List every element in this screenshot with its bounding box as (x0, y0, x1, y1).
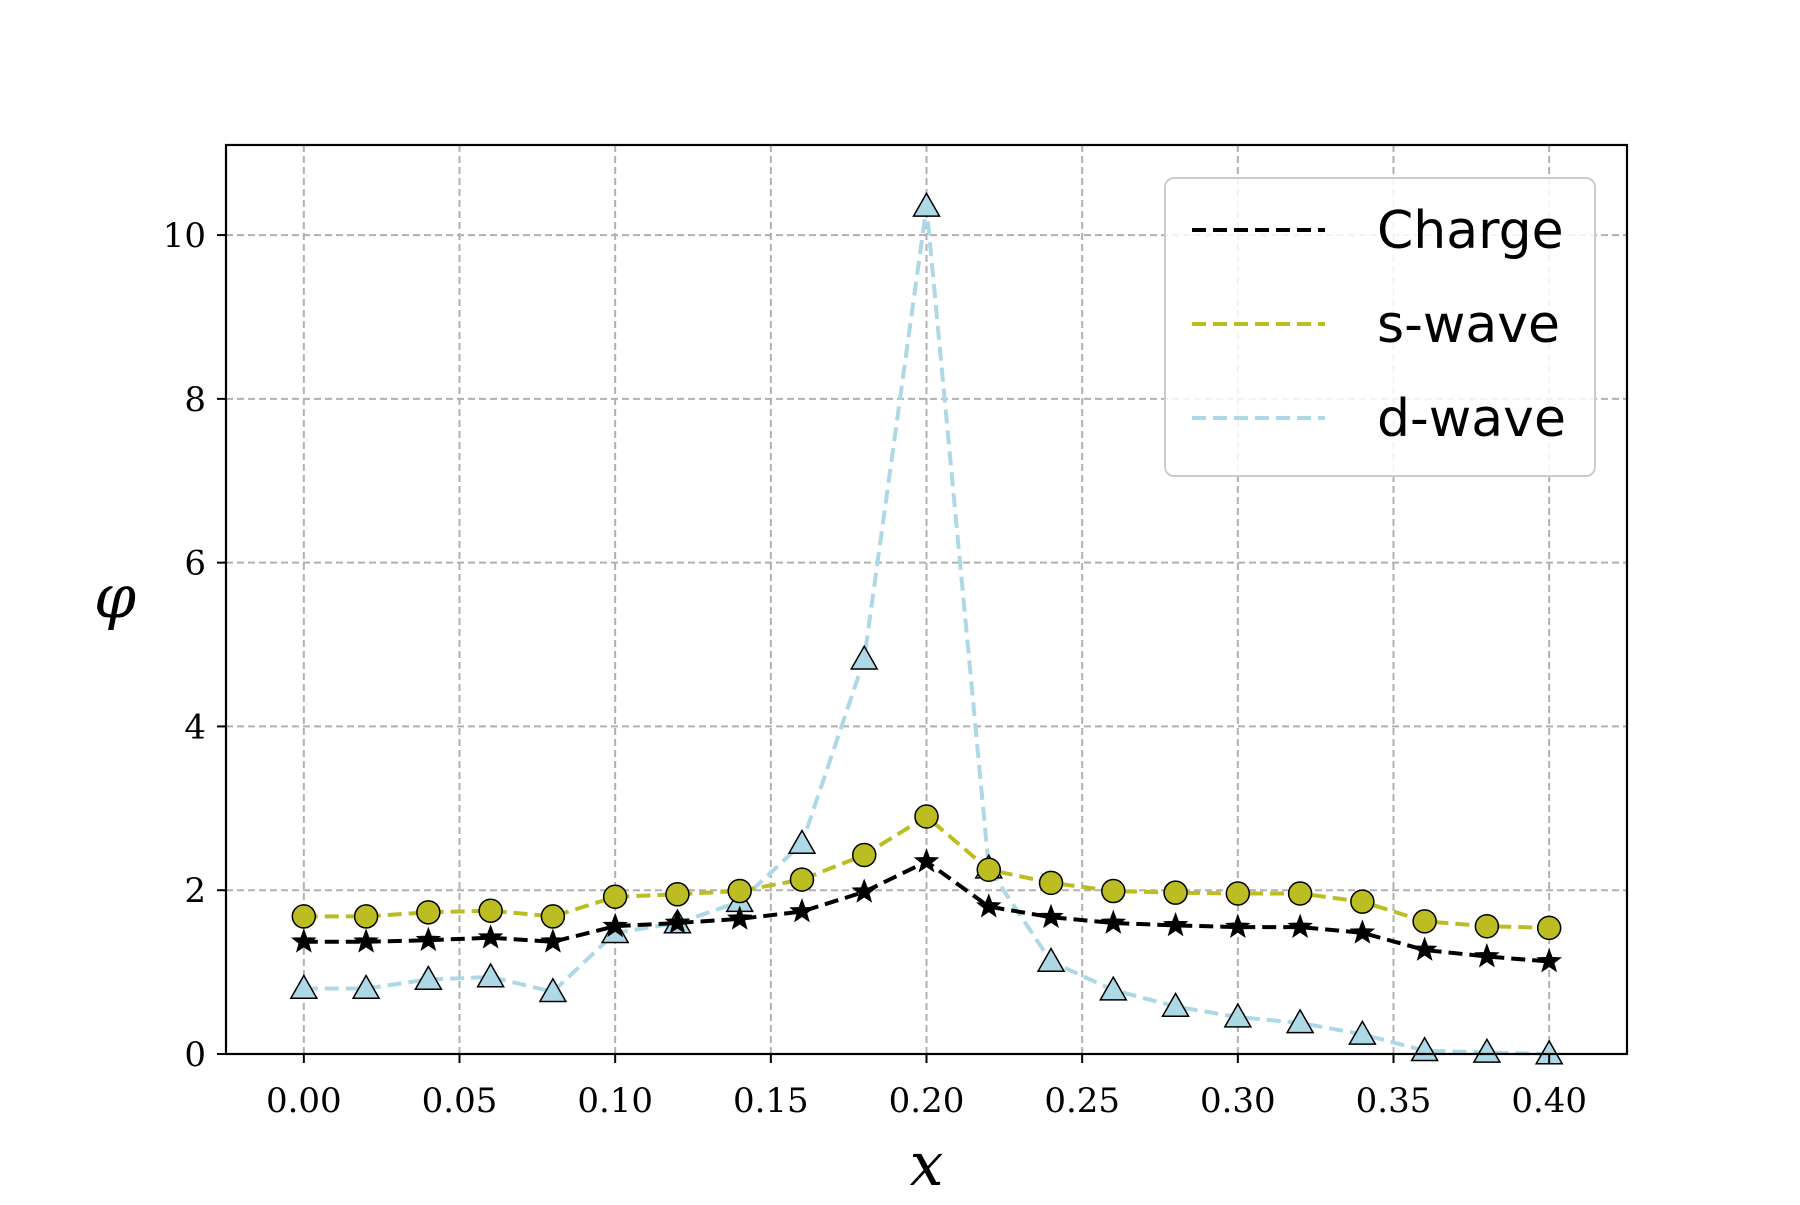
data-point-0-20 (1536, 948, 1562, 973)
data-point-2-17 (1348, 1019, 1377, 1045)
x-tick-label: 0.10 (577, 1081, 653, 1121)
x-tick-label: 0.25 (1044, 1081, 1120, 1121)
data-point-1-12 (1038, 870, 1064, 896)
y-tick-label: 8 (184, 380, 206, 420)
data-point-1-10 (914, 804, 939, 829)
x-tick-label: 0.20 (889, 1081, 965, 1121)
data-point-1-17 (1350, 889, 1375, 914)
data-point-1-20 (1536, 915, 1562, 941)
y-tick-label: 2 (184, 871, 206, 911)
data-point-2-10 (912, 191, 941, 217)
x-tick-label: 0.35 (1356, 1081, 1432, 1121)
data-point-0-12 (1038, 903, 1064, 929)
x-tick-label: 0.30 (1200, 1081, 1276, 1121)
legend-label-2: d-wave (1377, 389, 1566, 449)
data-point-0-17 (1349, 919, 1376, 944)
data-point-0-1 (353, 928, 379, 953)
y-tick-label: 6 (184, 544, 206, 584)
data-point-1-11 (976, 857, 1002, 882)
y-axis-label: φ (94, 563, 136, 633)
data-point-0-8 (789, 898, 815, 923)
ticks: 0.00 0.05 0.10 0.15 0.20 0.25 0.30 0.35 0.40 0 2 4 6… (163, 216, 1587, 1121)
data-point-1-18 (1412, 909, 1437, 934)
data-point-0-0 (291, 928, 317, 953)
data-point-0-7 (726, 905, 753, 930)
legend-box (1164, 177, 1596, 477)
y-tick-label: 0 (184, 1035, 206, 1075)
data-point-2-12 (1036, 946, 1066, 972)
y-tick-label: 10 (163, 216, 206, 256)
data-point-0-9 (851, 878, 877, 903)
data-point-2-9 (849, 644, 879, 670)
data-point-1-4 (540, 904, 566, 929)
data-point-1-8 (789, 867, 815, 892)
data-point-2-3 (476, 962, 505, 988)
data-point-1-0 (291, 904, 317, 929)
data-point-0-19 (1474, 943, 1500, 968)
data-point-1-1 (353, 904, 379, 929)
data-point-2-19 (1472, 1037, 1502, 1063)
data-point-2-20 (1534, 1039, 1564, 1065)
data-point-2-1 (351, 973, 381, 999)
data-point-0-4 (540, 928, 566, 953)
data-point-0-15 (1225, 913, 1251, 938)
data-point-1-5 (602, 884, 628, 910)
data-point-1-9 (851, 842, 877, 868)
data-point-1-6 (665, 882, 690, 907)
legend-label-0: Charge (1377, 201, 1564, 261)
data-point-2-13 (1099, 975, 1128, 1001)
x-axis-label: x (910, 1130, 944, 1200)
data-point-2-16 (1285, 1008, 1315, 1034)
data-point-0-2 (415, 926, 442, 952)
data-point-1-7 (727, 878, 752, 904)
data-point-2-2 (414, 964, 443, 990)
data-point-2-14 (1161, 991, 1190, 1018)
data-point-0-3 (477, 924, 504, 949)
legend-label-1: s-wave (1377, 295, 1560, 355)
data-point-1-3 (478, 898, 503, 923)
data-point-1-15 (1225, 881, 1251, 906)
data-point-0-13 (1100, 909, 1127, 934)
data-point-0-6 (664, 909, 691, 934)
data-point-1-14 (1163, 880, 1188, 905)
data-point-0-16 (1287, 913, 1313, 938)
legend: Charge s-wave d-wave (1164, 177, 1596, 477)
data-point-0-10 (913, 848, 940, 873)
x-tick-label: 0.05 (422, 1081, 498, 1121)
y-tick-label: 4 (184, 707, 206, 747)
x-tick-label: 0.15 (733, 1081, 809, 1121)
series-charge (291, 848, 1562, 973)
x-tick-label: 0.40 (1511, 1081, 1587, 1121)
data-point-1-2 (416, 900, 441, 925)
data-point-2-15 (1223, 1002, 1253, 1028)
data-point-2-8 (787, 829, 817, 855)
data-point-0-18 (1411, 936, 1438, 961)
data-point-0-14 (1162, 911, 1189, 937)
x-tick-label: 0.00 (266, 1081, 342, 1121)
data-point-2-0 (289, 973, 319, 999)
data-point-1-16 (1287, 881, 1313, 906)
series-s-wave (291, 804, 1562, 941)
data-point-2-4 (538, 977, 568, 1003)
data-point-0-5 (602, 912, 628, 938)
data-point-1-19 (1474, 913, 1500, 939)
series-layer (289, 191, 1564, 1065)
data-point-0-11 (976, 893, 1002, 918)
data-point-1-13 (1101, 878, 1126, 904)
